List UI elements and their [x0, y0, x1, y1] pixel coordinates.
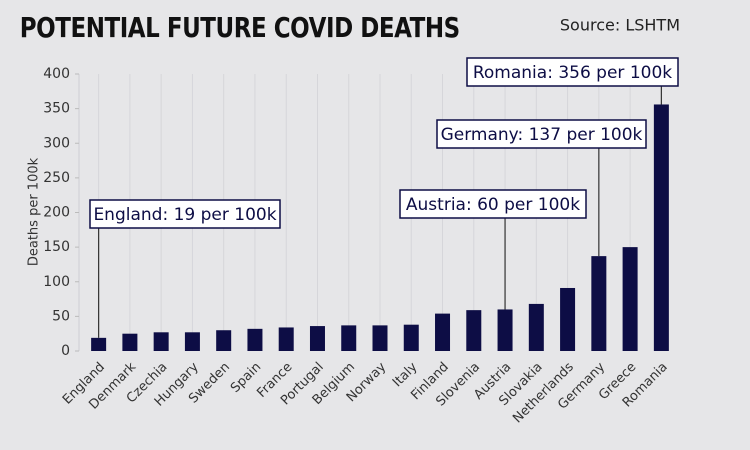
bar [216, 330, 232, 351]
y-tick-label: 250 [43, 170, 70, 186]
bar [403, 324, 419, 351]
bar [341, 325, 357, 351]
bar [622, 247, 638, 351]
y-tick-label: 0 [61, 343, 70, 359]
annotation: Romania: 356 per 100k [473, 63, 672, 83]
bar [653, 104, 669, 351]
chart-title: POTENTIAL FUTURE COVID DEATHS [20, 12, 460, 45]
bar [372, 325, 388, 351]
bar [153, 332, 169, 351]
annotation: England: 19 per 100k [93, 205, 276, 225]
bar [278, 327, 294, 351]
bar [435, 313, 451, 351]
bar [122, 333, 138, 351]
annotation-box [399, 189, 587, 219]
bar [560, 287, 576, 351]
y-tick-label: 200 [43, 205, 70, 221]
bar [184, 332, 200, 351]
bar [309, 326, 325, 351]
bar [497, 309, 513, 351]
annotation-box [89, 199, 281, 229]
y-tick-label: 100 [43, 274, 70, 290]
annotation-box [466, 57, 679, 87]
y-tick-label: 50 [52, 308, 70, 324]
bar [91, 337, 107, 351]
bar [247, 328, 263, 351]
annotation-box [436, 119, 647, 149]
bar [528, 303, 544, 351]
y-tick-label: 350 [43, 101, 70, 117]
source: Source: LSHTM [560, 16, 680, 35]
bar [466, 310, 482, 351]
annotation: Austria: 60 per 100k [406, 195, 580, 215]
bar [591, 256, 607, 351]
y-tick-label: 400 [43, 66, 70, 82]
annotation: Germany: 137 per 100k [441, 125, 643, 145]
y-tick-label: 150 [43, 239, 70, 255]
y-tick-label: 300 [43, 135, 70, 151]
y-axis-label: Deaths per 100k [27, 157, 42, 266]
